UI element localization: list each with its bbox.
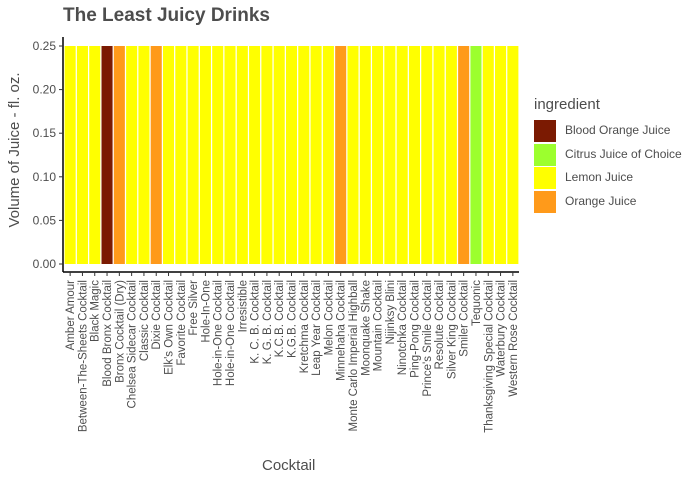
bar	[372, 46, 384, 264]
bar	[187, 46, 199, 264]
bar	[482, 46, 494, 264]
x-tick-label: Free Silver	[188, 280, 200, 336]
legend-swatch	[534, 167, 556, 189]
legend-title: ingredient	[534, 96, 600, 113]
x-tick-label: Amber Amour	[65, 280, 77, 350]
bar	[408, 46, 421, 264]
y-axis: 0.00 0.05 0.10 0.15 0.20 0.25	[33, 37, 64, 272]
x-tick-label: Leap Year Cocktail	[311, 280, 323, 376]
bar	[126, 46, 138, 264]
x-tick-label: Dixie Cocktail	[151, 280, 163, 350]
x-tick-label: Hole-in-One Cocktail	[213, 280, 225, 386]
bar	[150, 46, 162, 264]
bar	[384, 46, 396, 264]
bar	[212, 46, 224, 264]
x-tick-label: Resolute Cocktail	[434, 280, 446, 369]
bar	[138, 46, 150, 264]
bar	[359, 46, 371, 264]
legend-swatch	[534, 120, 556, 142]
bar	[224, 46, 236, 264]
x-tick-label: Hole-in-One Cocktail	[225, 280, 237, 386]
bar	[175, 46, 187, 264]
legend-label: Citrus Juice of Choice	[565, 146, 682, 161]
bar	[458, 46, 470, 264]
bar	[113, 46, 125, 264]
bar	[347, 46, 359, 264]
bar	[507, 46, 519, 264]
chart-title: The Least Juicy Drinks	[63, 5, 270, 26]
y-tick-label: 0.25	[33, 39, 57, 53]
bar	[236, 46, 248, 264]
bar	[273, 46, 285, 264]
x-tick-label: Elk's Own Cocktail	[164, 280, 176, 375]
bar	[199, 46, 211, 264]
bar	[162, 46, 175, 264]
legend-swatch	[534, 143, 556, 166]
x-tick-label: K. G. B. Cocktail	[262, 280, 274, 364]
bar	[89, 46, 101, 264]
x-tick-label: Favorite Cocktail	[176, 280, 188, 366]
bar	[335, 46, 347, 264]
x-tick-label: Waterbury Cocktail	[496, 280, 508, 377]
bar	[101, 46, 113, 264]
x-tick-label: Chelsea Sidecar Cocktail	[127, 280, 139, 408]
x-tick-label: Ping-Pong Cocktail	[409, 280, 421, 378]
x-tick-label: Silver King Cocktail	[446, 280, 458, 379]
x-axis-label: Cocktail	[262, 457, 316, 474]
bar	[421, 46, 433, 264]
x-tick-label: Thanksgiving Special Cocktail	[483, 280, 495, 433]
x-tick-label: Black Magic	[90, 280, 102, 342]
x-tick-label: K.G.B. Cocktail	[287, 280, 299, 358]
y-tick-label: 0.10	[33, 170, 57, 184]
x-tick-label: K. C. B. Cocktail	[250, 280, 262, 364]
x-tick-label: Monte Carlo Imperial Highball	[348, 280, 360, 431]
x-tick-label: Bronx Cocktail (Dry)	[114, 280, 126, 383]
bars-group	[64, 46, 519, 264]
bar	[76, 46, 88, 264]
x-tick-label: Smiler Cocktail	[459, 280, 471, 357]
x-axis: Amber Amour Between-The-Sheets Cocktail Bl…	[63, 271, 520, 433]
x-tick-label: Mountain Cocktail	[373, 280, 385, 371]
bar	[322, 46, 334, 264]
legend-label: Orange Juice	[565, 193, 637, 208]
x-tick-label: Tequonic	[471, 280, 483, 326]
bar	[285, 46, 298, 264]
x-tick-label: Hole-In-One	[200, 280, 212, 343]
x-tick-label: Melon Cocktail	[323, 280, 335, 355]
bar	[64, 46, 76, 264]
y-tick-label: 0.00	[33, 257, 57, 271]
y-tick-label: 0.20	[33, 83, 57, 97]
x-tick-label: Between-The-Sheets Cocktail	[77, 280, 89, 432]
bar	[310, 46, 322, 264]
y-tick-label: 0.15	[33, 126, 57, 140]
x-tick-label: Nijinksy Blini	[385, 280, 397, 345]
bar	[495, 46, 507, 264]
legend-label: Lemon Juice	[565, 170, 634, 184]
x-tick-label: Ninotchka Cocktail	[397, 280, 409, 375]
x-tick-label: Minnehaha Cocktail	[336, 280, 348, 381]
y-tick-label: 0.05	[33, 213, 57, 227]
bar	[261, 46, 273, 264]
bar	[470, 46, 482, 264]
x-tick-label: Blood Bronx Cocktail	[102, 280, 114, 387]
legend-label: Blood Orange Juice	[565, 123, 671, 137]
x-tick-label: Kretchma Cocktail	[299, 280, 311, 373]
x-tick-label: Classic Cocktail	[139, 280, 151, 361]
y-axis-label: Volume of Juice - fl. oz.	[6, 72, 23, 227]
bar	[433, 46, 445, 264]
bar	[445, 46, 457, 264]
legend-swatch	[534, 190, 556, 213]
x-tick-label: K.C.B. Cocktail	[274, 280, 286, 357]
x-tick-label: Moonquake Shake	[360, 280, 372, 376]
x-tick-label: Prince's Smile Cocktail	[422, 280, 434, 397]
x-tick-label: Western Rose Cocktail	[508, 280, 520, 397]
bar	[396, 46, 408, 264]
bar	[298, 46, 310, 264]
x-tick-label: Irresistible	[237, 280, 249, 332]
bar	[249, 46, 261, 264]
